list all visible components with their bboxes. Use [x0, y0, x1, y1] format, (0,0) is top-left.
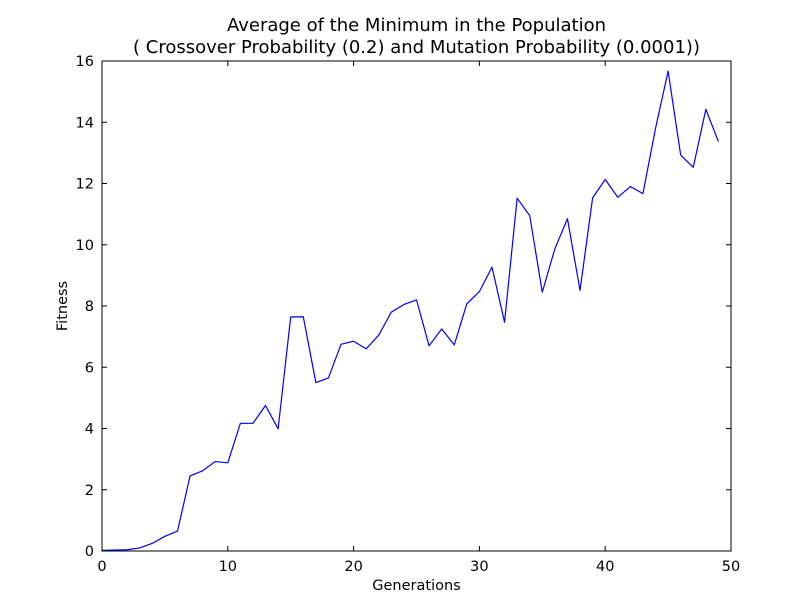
series-layer [101, 70, 719, 551]
x-axis-ticks: 0 10 20 30 40 50 [97, 61, 740, 575]
y-tick-label: 16 [76, 54, 94, 70]
plot-background [102, 61, 731, 551]
y-tick-label: 0 [85, 544, 94, 560]
y-tick-label: 8 [85, 299, 94, 315]
x-tick-label: 0 [97, 559, 106, 575]
x-tick-label: 50 [722, 559, 740, 575]
y-axis-ticks: 0 2 4 6 8 10 12 14 16 [76, 54, 731, 560]
x-axis-label: Generations [372, 578, 460, 594]
y-tick-label: 6 [85, 360, 94, 376]
x-tick-label: 10 [219, 559, 237, 575]
y-tick-label: 10 [76, 238, 94, 254]
y-tick-label: 4 [85, 422, 94, 438]
x-tick-label: 30 [470, 559, 488, 575]
series-line [101, 70, 719, 551]
x-tick-label: 20 [344, 559, 362, 575]
y-tick-label: 14 [76, 115, 94, 131]
chart-title: Average of the Minimum in the Population [227, 15, 606, 36]
x-tick-label: 40 [596, 559, 614, 575]
y-tick-label: 12 [76, 177, 94, 193]
plot-frame [101, 60, 732, 552]
plot-area [102, 61, 731, 551]
y-axis-label: Fitness [55, 281, 71, 331]
chart-subtitle: ( Crossover Probability (0.2) and Mutati… [133, 37, 700, 58]
y-tick-label: 2 [85, 483, 94, 499]
